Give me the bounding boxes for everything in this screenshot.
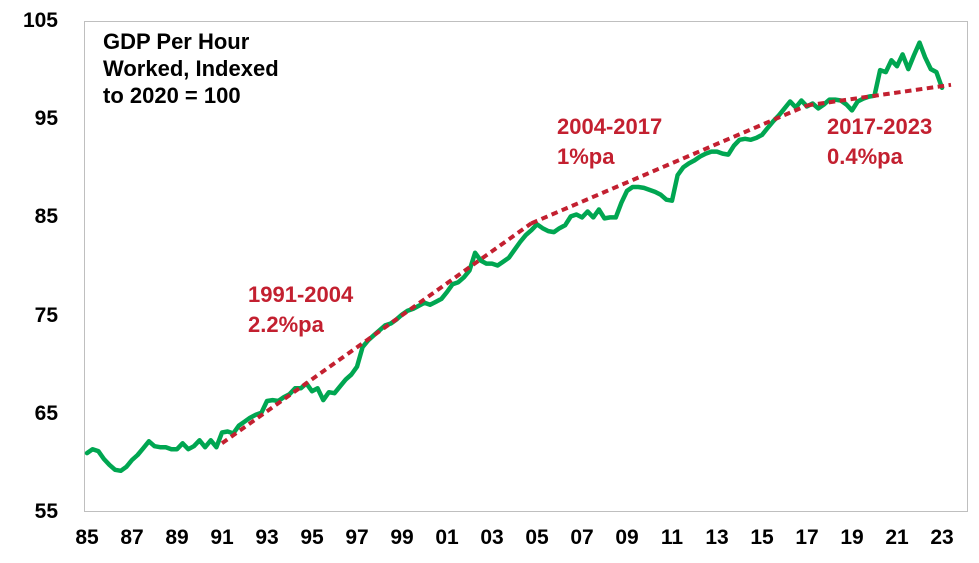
x-tick-label-13: 13: [705, 526, 729, 549]
x-tick-label-99: 99: [390, 526, 414, 549]
x-tick-label-11: 11: [660, 526, 684, 549]
annotation-2004-2017: 2004-2017 1%pa: [557, 112, 662, 172]
x-tick-label-19: 19: [840, 526, 864, 549]
annotation-1991-2004: 1991-2004 2.2%pa: [248, 280, 353, 340]
annotation-period-label: 2004-2017: [557, 114, 663, 139]
plot-border: [84, 21, 968, 512]
x-tick-label-87: 87: [120, 526, 144, 549]
x-tick-label-01: 01: [435, 526, 459, 549]
y-tick-label-95: 95: [34, 107, 58, 131]
annotation-period-label: 1991-2004: [248, 282, 354, 307]
annotation-rate-label: 2.2%pa: [248, 312, 324, 337]
x-tick-label-03: 03: [480, 526, 504, 549]
gdp-series-line: [84, 40, 945, 474]
y-tick-label-55: 55: [34, 500, 58, 523]
chart-title-line-3: to 2020 = 100: [103, 83, 241, 108]
chart-title: GDP Per Hour Worked, Indexed to 2020 = 1…: [103, 28, 279, 109]
chart-title-line-2: Worked, Indexed: [103, 56, 279, 81]
y-tick-label-85: 85: [34, 205, 58, 229]
x-tick-label-93: 93: [255, 526, 279, 549]
x-tick-label-91: 91: [210, 526, 234, 549]
x-tick-label-21: 21: [885, 526, 909, 549]
x-tick-label-17: 17: [795, 526, 819, 549]
y-tick-label-75: 75: [34, 303, 58, 327]
trend-line-2017-2023: [806, 82, 952, 108]
x-tick-label-15: 15: [750, 526, 774, 549]
x-tick-label-05: 05: [525, 526, 549, 549]
annotation-rate-label: 1%pa: [557, 144, 615, 169]
annotation-2017-2023: 2017-2023 0.4%pa: [827, 112, 932, 172]
x-tick-label-09: 09: [615, 526, 639, 549]
x-tick-label-97: 97: [345, 526, 369, 549]
trend-lines: [220, 82, 952, 445]
x-tick-label-95: 95: [300, 526, 324, 549]
x-tick-label-23: 23: [930, 526, 954, 549]
trend-line-1991-2004: [220, 221, 533, 445]
trend-line-2004-2017: [530, 103, 808, 226]
x-tick-label-07: 07: [570, 526, 594, 549]
chart-title-line-1: GDP Per Hour: [103, 29, 250, 54]
x-tick-label-89: 89: [165, 526, 189, 549]
annotation-period-label: 2017-2023: [827, 114, 933, 139]
annotation-rate-label: 0.4%pa: [827, 144, 903, 169]
x-tick-label-85: 85: [75, 526, 99, 549]
y-tick-label-105: 105: [22, 9, 58, 32]
y-tick-label-65: 65: [34, 401, 58, 425]
